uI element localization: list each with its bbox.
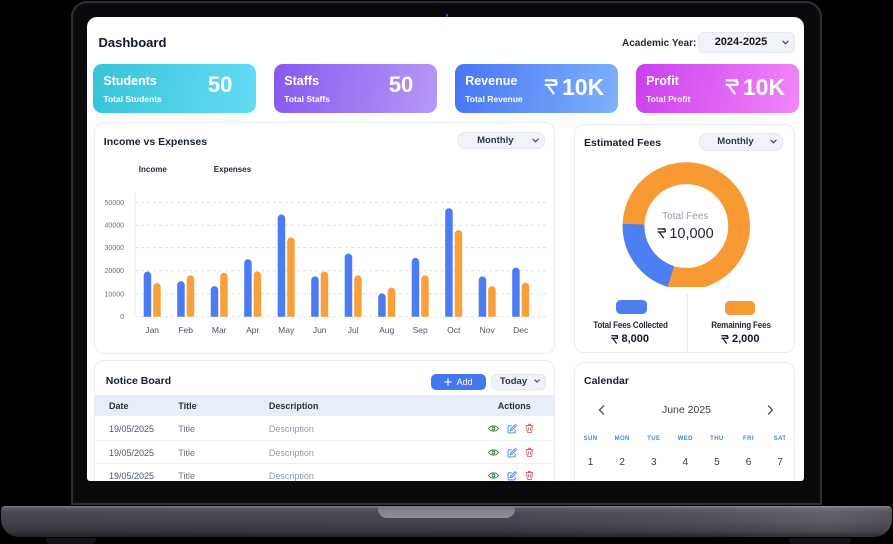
svg-text:Nov: Nov bbox=[479, 325, 495, 335]
svg-text:0: 0 bbox=[120, 314, 124, 321]
svg-text:Jan: Jan bbox=[145, 325, 159, 335]
svg-text:May: May bbox=[278, 325, 295, 335]
svg-text:Jun: Jun bbox=[313, 325, 327, 335]
svg-text:Dec: Dec bbox=[513, 325, 529, 335]
svg-text:Apr: Apr bbox=[246, 325, 259, 335]
svg-text:Oct: Oct bbox=[447, 325, 461, 335]
svg-text:Sep: Sep bbox=[412, 325, 427, 335]
svg-text:50000: 50000 bbox=[104, 200, 124, 207]
svg-text:30000: 30000 bbox=[104, 245, 124, 252]
svg-text:40000: 40000 bbox=[104, 223, 124, 230]
svg-text:20000: 20000 bbox=[104, 268, 124, 275]
svg-text:Feb: Feb bbox=[178, 325, 193, 335]
svg-text:Mar: Mar bbox=[212, 325, 227, 335]
svg-text:Aug: Aug bbox=[379, 325, 394, 335]
svg-text:Jul: Jul bbox=[348, 325, 359, 335]
svg-text:10000: 10000 bbox=[104, 291, 124, 298]
